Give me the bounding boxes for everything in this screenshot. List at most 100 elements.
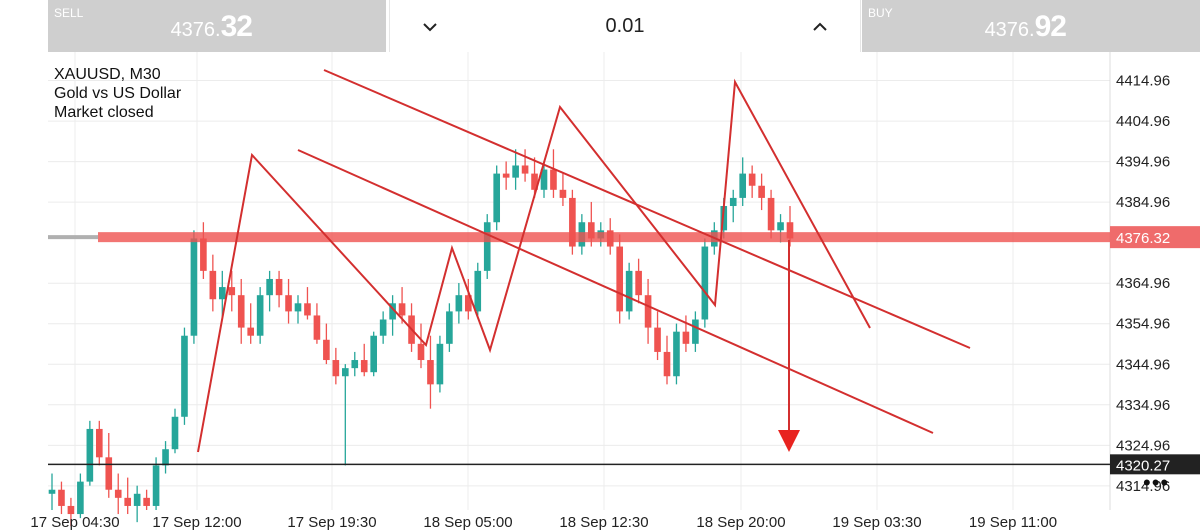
buy-label: BUY [868,6,893,20]
candle [95,420,103,466]
support-price-label: 4320.27 [1116,457,1170,474]
candle-body [313,315,321,340]
candle [67,497,75,527]
candle [493,165,501,231]
y-tick-label: 4394.96 [1116,154,1170,171]
y-tick-label: 4414.96 [1116,73,1170,90]
candle-body [635,270,642,296]
candle [209,254,217,312]
sell-label: SELL [54,6,84,20]
chevron-down-icon[interactable] [418,15,442,39]
candle [739,157,747,207]
candle [218,270,226,320]
candle-body [398,303,406,316]
more-dots-icon[interactable]: ••• [1143,470,1170,495]
candle [48,473,56,510]
candle-body [275,278,283,296]
candle [200,222,207,279]
candle-body [114,489,122,498]
candle-body [748,173,756,186]
candle-body [758,185,765,198]
candle-body [95,428,103,458]
candle [729,189,737,223]
lot-size-value[interactable]: 0.01 [605,15,645,37]
candle-body [285,295,292,312]
candle-body [427,360,434,385]
candle-body [464,295,472,312]
candle [654,311,661,361]
candle-body [777,222,784,231]
candle-body [266,278,273,296]
candle-body [436,343,444,385]
candle [105,432,113,498]
candle-body [209,270,217,300]
sell-price: 4376.32 [171,10,253,44]
buy-button[interactable]: BUY 4376.92 [862,0,1200,52]
candle-body [190,238,198,336]
candle-body [559,189,567,198]
candle [663,335,671,385]
candle [531,157,538,198]
candle-body [616,246,624,312]
candle-body [644,295,652,328]
candle [133,485,141,523]
candle-body [67,505,75,515]
candle-body [58,489,65,506]
price-levels [48,232,1110,466]
target-arrow-head[interactable] [778,430,800,452]
candle [502,161,510,190]
y-tick-label: 4354.96 [1116,316,1170,333]
candle-body [569,197,576,247]
candle-body [767,197,775,231]
candle-body [86,428,94,482]
candle [86,420,94,486]
candle [569,189,576,255]
candle-body [77,481,84,515]
candle-body [237,295,245,328]
chart-grid [48,52,1111,510]
candle-body [663,351,671,377]
candle [559,173,567,207]
y-tick-label: 4384.96 [1116,194,1170,211]
candle-body [379,319,387,336]
trend-drawings[interactable] [197,69,971,453]
x-tick-label: 17 Sep 12:00 [152,514,241,531]
x-tick-label: 19 Sep 11:00 [969,514,1057,531]
candle [114,473,122,515]
y-tick-label: 4314.96 [1116,478,1170,495]
candle [152,457,160,510]
candle [77,473,84,519]
buy-price: 4376.92 [985,10,1067,44]
candle-body [124,497,132,506]
candle-body [701,246,709,320]
upper-trendline[interactable] [323,69,971,349]
candle-body [143,497,150,506]
candle [427,335,434,409]
candle-body [294,303,302,312]
sell-button[interactable]: SELL 4376.32 [48,0,386,52]
lower-trendline[interactable] [297,149,934,434]
x-tick-label: 19 Sep 03:30 [832,514,921,531]
candle-body [729,197,737,207]
candle [379,311,387,344]
zigzag-pattern-drawing[interactable] [197,78,871,453]
symbol-info: XAUUSD, M30 Gold vs US Dollar Market clo… [54,65,181,122]
candle [512,149,519,190]
candle [748,165,756,198]
candle [323,323,330,365]
candle [616,234,624,324]
current-price-band[interactable] [98,232,1110,243]
chevron-up-icon[interactable] [808,15,832,39]
y-tick-label: 4344.96 [1116,356,1170,373]
candle [275,270,283,308]
candle-body [247,327,255,336]
candle-body [133,493,141,506]
sell-price-big: 32 [220,10,253,43]
candle-body [200,238,207,271]
price-axis: 4414.96 4404.96 4394.96 4384.96 4364.96 4354.… [1110,73,1200,495]
candle-body [256,295,264,336]
x-tick-label: 18 Sep 12:30 [559,514,648,531]
candle [294,295,302,324]
candle [483,214,491,279]
